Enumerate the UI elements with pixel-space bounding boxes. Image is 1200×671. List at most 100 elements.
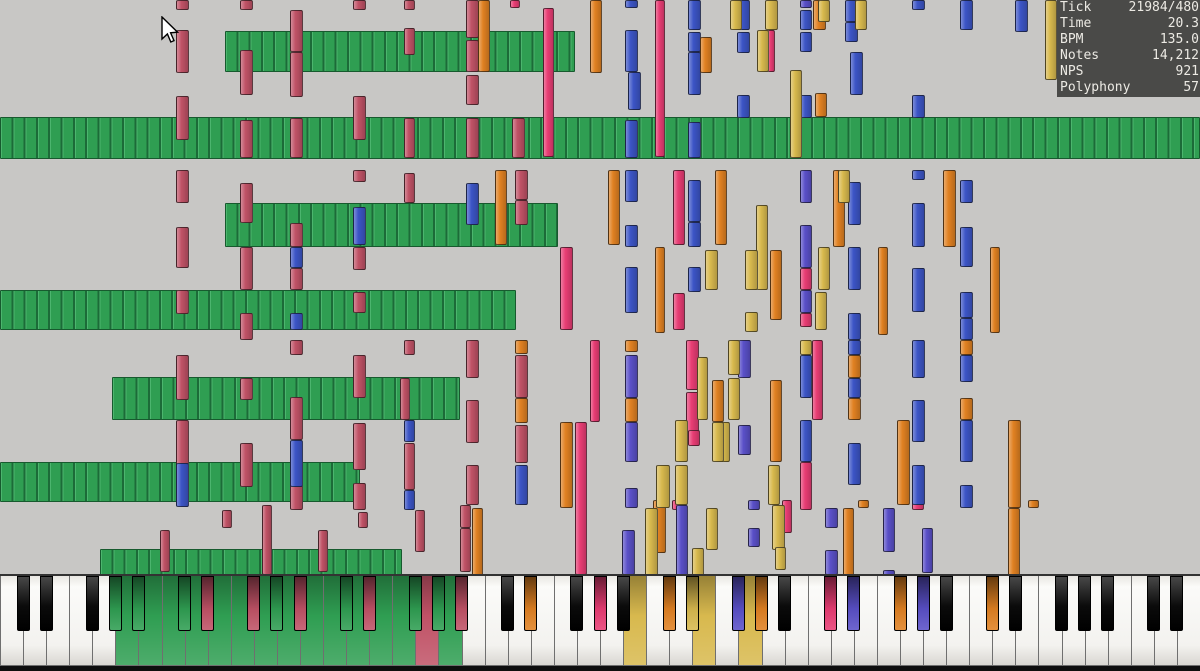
piano-key-black-34[interactable] — [1101, 576, 1115, 631]
falling-note — [240, 378, 253, 400]
falling-note — [176, 170, 189, 203]
piano-key-black-35[interactable] — [1147, 576, 1161, 631]
piano-key-black-9[interactable] — [293, 576, 307, 631]
piano-key-black-1[interactable] — [39, 576, 53, 631]
piano-key-black-10[interactable] — [339, 576, 353, 631]
stat-row-bpm: BPM 135.0 — [1060, 32, 1199, 48]
falling-note — [800, 0, 812, 8]
falling-note — [688, 32, 701, 52]
stat-label: Polyphony — [1060, 80, 1131, 96]
falling-note — [843, 508, 854, 578]
piano-key-black-23[interactable] — [755, 576, 769, 631]
falling-note — [688, 267, 701, 292]
stat-value: 21984/480 — [1128, 0, 1199, 15]
falling-note — [912, 0, 925, 10]
falling-note — [673, 170, 685, 245]
piano-key-black-12[interactable] — [408, 576, 422, 631]
piano-key-black-29[interactable] — [939, 576, 953, 631]
piano-key-black-15[interactable] — [501, 576, 515, 631]
piano-key-black-16[interactable] — [524, 576, 538, 631]
falling-note — [240, 0, 253, 10]
falling-note — [818, 247, 830, 290]
falling-note — [912, 400, 925, 442]
piano-key-black-33[interactable] — [1078, 576, 1092, 631]
piano-key-black-20[interactable] — [662, 576, 676, 631]
piano-key-black-6[interactable] — [201, 576, 215, 631]
falling-note — [160, 530, 170, 572]
falling-note — [625, 488, 638, 508]
piano-key-black-22[interactable] — [731, 576, 745, 631]
falling-note — [353, 292, 366, 313]
stats-panel: Tick 21984/480 Time 20.3 BPM 135.0 Notes… — [1057, 0, 1200, 97]
falling-note — [290, 340, 303, 355]
piano-key-black-0[interactable] — [16, 576, 30, 631]
falling-note — [738, 340, 751, 378]
falling-note — [728, 340, 740, 375]
piano-key-black-25[interactable] — [824, 576, 838, 631]
piano-key-black-11[interactable] — [362, 576, 376, 631]
stat-row-polyphony: Polyphony 57 — [1060, 80, 1199, 96]
piano-key-black-24[interactable] — [778, 576, 792, 631]
falling-note — [625, 120, 638, 158]
falling-note — [705, 250, 718, 290]
falling-note — [495, 170, 507, 245]
falling-note — [655, 0, 665, 157]
piano-key-black-21[interactable] — [685, 576, 699, 631]
falling-note — [688, 52, 701, 95]
falling-note — [625, 30, 638, 72]
piano-key-black-17[interactable] — [570, 576, 584, 631]
falling-note — [176, 30, 189, 73]
falling-note — [912, 203, 925, 247]
falling-note — [848, 247, 861, 290]
piano-key-black-3[interactable] — [108, 576, 122, 631]
falling-note — [353, 170, 366, 182]
stat-row-nps: NPS 921 — [1060, 64, 1199, 80]
stat-label: Time — [1060, 16, 1092, 32]
piano-key-black-2[interactable] — [85, 576, 99, 631]
piano-key-black-32[interactable] — [1055, 576, 1069, 631]
falling-note — [848, 182, 861, 225]
falling-note — [757, 30, 769, 72]
falling-note — [878, 247, 888, 335]
piano-key-black-19[interactable] — [616, 576, 630, 631]
piano-key-black-36[interactable] — [1170, 576, 1184, 631]
piano-key-black-13[interactable] — [431, 576, 445, 631]
piano-key-black-7[interactable] — [247, 576, 261, 631]
falling-note — [1008, 508, 1020, 578]
falling-note — [358, 512, 368, 528]
falling-note — [404, 28, 415, 55]
piano-key-black-5[interactable] — [178, 576, 192, 631]
piano-key-black-27[interactable] — [893, 576, 907, 631]
piano-key-black-8[interactable] — [270, 576, 284, 631]
note-field — [0, 0, 1200, 578]
falling-note — [855, 0, 867, 30]
falling-note — [848, 313, 861, 340]
falling-note — [560, 247, 573, 330]
falling-note — [466, 75, 479, 105]
piano-key-black-18[interactable] — [593, 576, 607, 631]
falling-note — [515, 465, 528, 505]
falling-note — [1028, 500, 1039, 508]
falling-note — [176, 96, 189, 140]
falling-note — [466, 118, 479, 158]
falling-note — [353, 355, 366, 398]
piano-key-black-31[interactable] — [1008, 576, 1022, 631]
falling-note — [645, 508, 658, 578]
piano-key-black-28[interactable] — [916, 576, 930, 631]
stat-label: Notes — [1060, 48, 1100, 64]
stat-label: NPS — [1060, 64, 1084, 80]
falling-note — [240, 50, 253, 95]
falling-note — [715, 170, 727, 245]
chord-band — [225, 203, 558, 247]
piano-key-black-4[interactable] — [131, 576, 145, 631]
piano-key-black-30[interactable] — [985, 576, 999, 631]
falling-note — [415, 510, 425, 552]
falling-note — [800, 420, 812, 462]
piano-keyboard[interactable] — [0, 574, 1200, 671]
chord-band — [0, 290, 516, 330]
piano-key-black-14[interactable] — [455, 576, 469, 631]
falling-note — [608, 170, 620, 245]
falling-note — [737, 95, 750, 118]
piano-key-black-26[interactable] — [847, 576, 861, 631]
falling-note — [466, 400, 479, 443]
